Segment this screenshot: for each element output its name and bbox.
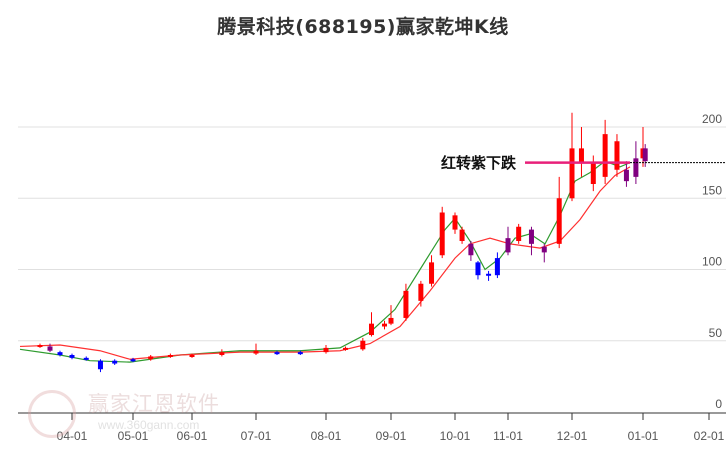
candle-body (452, 215, 458, 230)
candle-body (475, 262, 481, 276)
x-axis-label: 10-01 (440, 429, 471, 443)
candle-body (578, 148, 584, 163)
candle-body (69, 355, 75, 358)
watermark-brand: 赢家江恩软件 (88, 392, 220, 416)
candle-body (382, 323, 387, 327)
annotation-label: 红转紫下跌 (441, 154, 517, 172)
candle-body (343, 347, 348, 350)
candle-body (83, 357, 89, 360)
candle-body (57, 352, 63, 355)
candle-body (590, 162, 596, 184)
y-axis-label: 200 (702, 112, 722, 126)
candle-body (388, 317, 394, 324)
x-axis-label: 02-01 (694, 429, 725, 443)
candle-body (602, 134, 608, 177)
candle-body (148, 356, 154, 360)
watermark-logo-icon (28, 390, 76, 438)
watermark: 赢家江恩软件 www.360gann.com (28, 388, 228, 438)
candle-body (360, 340, 366, 350)
candle-body (633, 158, 639, 177)
candle-body (505, 238, 511, 253)
candle-body (219, 352, 225, 355)
watermark-url: www.360gann.com (98, 418, 200, 432)
candle-body (642, 148, 648, 162)
candle-body (274, 352, 280, 355)
candle-body (403, 290, 409, 318)
candle-body (130, 359, 136, 362)
chart-title: 腾景科技(688195)赢家乾坤K线 (217, 16, 509, 38)
x-axis-label: 01-01 (628, 429, 659, 443)
candle-body (614, 141, 620, 170)
x-axis-label: 12-01 (557, 429, 588, 443)
candle-body (418, 283, 424, 301)
ma-long-line (19, 166, 631, 360)
candle-body (528, 229, 534, 244)
x-axis-label: 11-01 (493, 429, 523, 443)
candle-body (112, 360, 118, 364)
candle-body (541, 246, 547, 253)
x-axis-label: 07-01 (241, 429, 272, 443)
candle-body (323, 347, 329, 353)
y-axis-label: 150 (702, 183, 722, 197)
candle-body (253, 350, 259, 354)
candle-body (569, 148, 575, 199)
candle-body (556, 198, 562, 244)
candle-body (459, 229, 465, 241)
candle-body (486, 273, 492, 276)
x-axis-label: 06-01 (177, 429, 208, 443)
candle-body (97, 360, 103, 370)
y-axis-label: 0 (715, 397, 722, 411)
candle-body (297, 352, 303, 355)
x-axis-label: 08-01 (311, 429, 342, 443)
y-axis-label: 50 (709, 326, 723, 340)
candle-body (37, 345, 43, 348)
x-axis-label: 09-01 (376, 429, 407, 443)
candle-body (494, 258, 500, 276)
x-axis-label: 05-01 (118, 429, 149, 443)
candle-body (516, 226, 522, 241)
ma-short-line (19, 160, 631, 363)
candle-body (167, 355, 173, 357)
candle-body (439, 212, 445, 256)
candle-body (189, 355, 195, 357)
candle-body (47, 346, 53, 351)
candle-body (468, 243, 474, 256)
candle-body (429, 262, 435, 284)
candle-body (623, 169, 629, 182)
y-axis-label: 100 (702, 255, 722, 269)
candle-body (369, 323, 374, 336)
